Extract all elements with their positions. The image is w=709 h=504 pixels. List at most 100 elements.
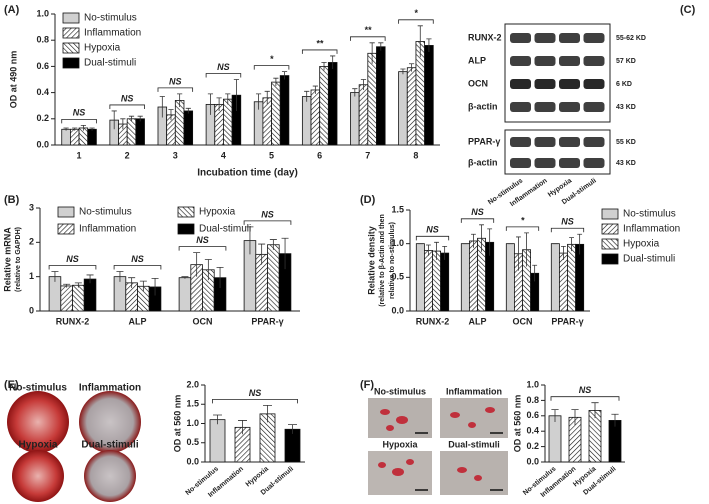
bar [70,128,80,146]
blot-band [559,56,580,66]
error-bar [571,409,579,426]
x-tick-label: 8 [413,150,418,160]
x-tick-label: ALP [129,316,147,326]
blot-size-label: 43 KD [616,160,636,167]
significance-bracket [350,36,386,41]
error-bar [89,127,95,131]
error-bar [204,259,212,281]
x-tick-label: OCN [193,316,213,326]
photo-label: Hypoxia [382,439,418,449]
blot-row-label: PPAR-γ [468,136,500,146]
x-tick-label: 2 [125,150,130,160]
blot-band [559,79,580,89]
significance-bracket [398,19,434,24]
bar [440,252,450,312]
y-axis-label: OD at 560 nm [512,395,522,453]
error-bar [111,110,117,130]
y-axis-label: Relative density [366,226,376,295]
legend-swatch [57,206,75,218]
bar [135,118,145,146]
y-tick-label: 0.8 [36,35,49,45]
blot-band [510,102,531,112]
x-tick-label: RUNX-2 [56,316,90,326]
error-bar [193,252,201,277]
error-bar [321,62,327,71]
error-bar [577,233,583,255]
error-bar [369,42,375,64]
blot-band [583,158,605,168]
error-bar [426,38,432,52]
legend-label: Dual-stimuli [623,254,675,265]
panel-label: (C) [680,4,696,16]
significance-label: NS [471,207,484,217]
panel-label: (A) [4,4,20,16]
significance-bracket [157,87,194,92]
error-bar [569,237,574,252]
blot-row-label: ALP [468,55,486,65]
significance-label: * [521,215,525,225]
significance-bracket [243,220,292,225]
panel-label: (D) [360,194,376,206]
error-bar [591,402,599,419]
blot-band [534,158,556,168]
error-bar [86,274,94,284]
error-bar [269,239,277,250]
error-bar [168,109,174,121]
significance-label: NS [196,235,209,245]
error-bar [51,271,59,282]
bar [406,67,417,146]
significance-label: NS [73,108,86,118]
bar [367,52,377,146]
error-bar [273,77,279,87]
significance-bracket [415,235,450,241]
legend-label: Dual-stimuli [84,58,136,69]
legend-label: Inflammation [84,28,141,39]
significance-label: NS [66,254,79,264]
significance-bracket [113,265,162,270]
significance-label: ** [316,38,324,48]
x-tick-label: OCN [513,316,533,326]
dish-photo [7,391,69,453]
error-bar [213,414,222,425]
error-bar [487,228,493,256]
bar [608,420,622,463]
y-tick-label: 0.0 [36,139,49,149]
bar [424,45,434,146]
error-bar [177,93,183,108]
error-bar [330,55,336,70]
dish-photo [84,450,136,502]
error-bar [139,280,147,292]
bar [505,243,515,312]
significance-label: * [270,54,274,64]
bar [262,97,272,146]
y-tick-label: 1.0 [186,418,199,428]
error-bar [360,79,367,90]
legend-swatch [601,253,619,265]
significance-label: NS [217,62,230,72]
blot-band [510,79,531,89]
bar [61,128,71,146]
significance-label: NS [426,225,439,235]
significance-label: NS [131,254,144,264]
significance-bracket [550,227,585,233]
legend-swatch [62,27,80,39]
bar [284,428,301,463]
legend-swatch [601,208,619,220]
error-bar [400,68,406,75]
error-bar [281,237,289,270]
error-bar [281,71,288,80]
legend-label: Dual-stimuli [199,224,251,235]
blot-row-label: β-actin [468,157,498,167]
legend-swatch [62,42,80,54]
y-axis-label: OD at 490 nm [8,51,18,109]
y-tick-label: 2 [29,237,34,247]
significance-label: NS [121,93,134,103]
blot-band [534,137,556,147]
blot-band [510,158,531,168]
bar [183,110,194,146]
x-tick-label: RUNX-2 [416,316,450,326]
significance-label: NS [249,388,262,398]
legend-label: Hypoxia [84,43,121,54]
y-axis-label: Relative mRNA [2,227,12,292]
x-tick-label: 7 [365,150,370,160]
